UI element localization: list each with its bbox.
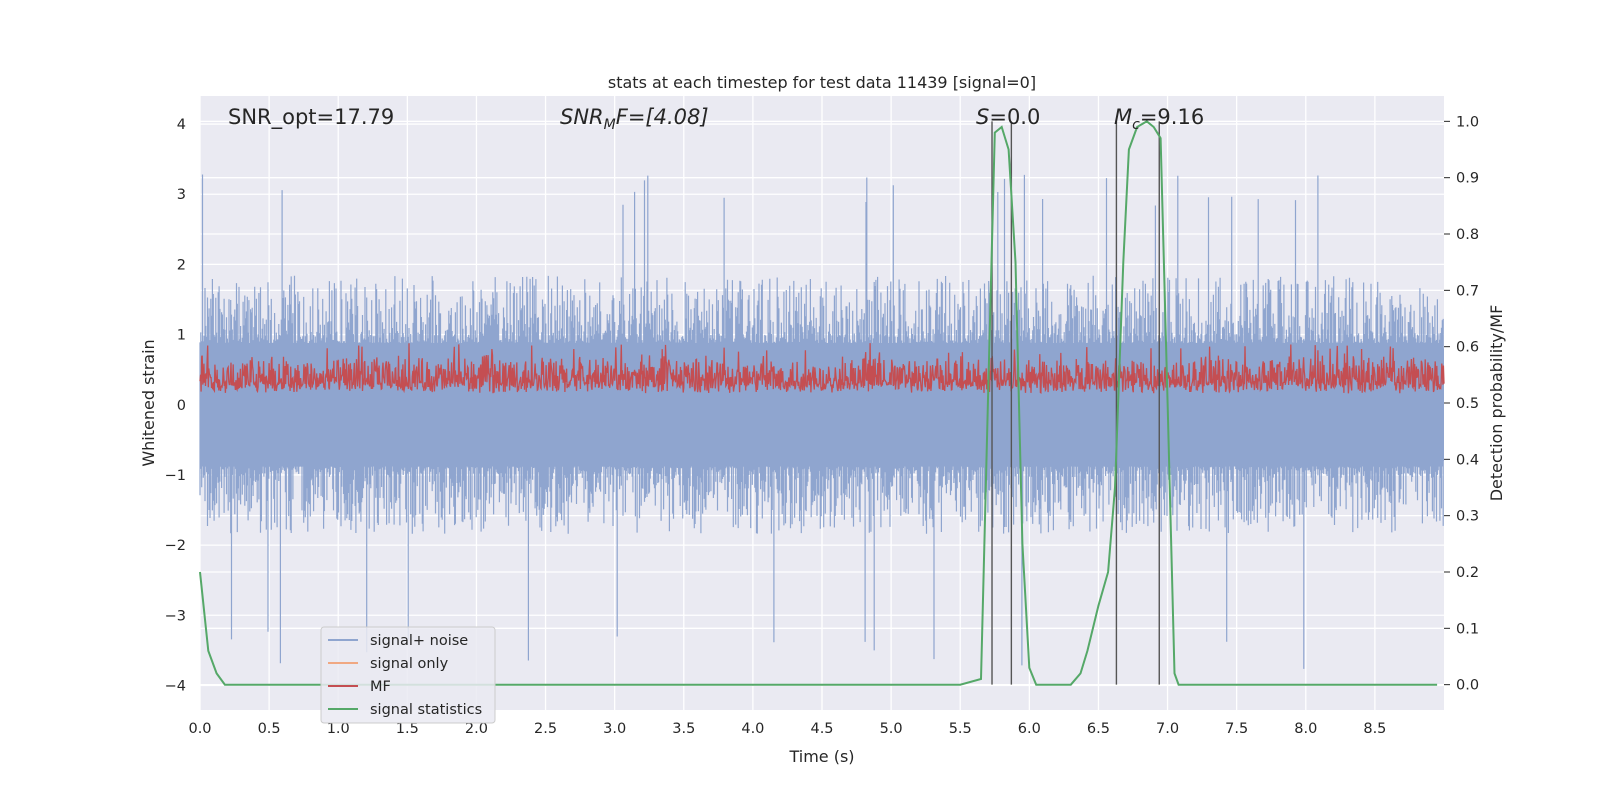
- chart-title: stats at each timestep for test data 114…: [608, 73, 1036, 92]
- mf-series: [199, 343, 1445, 394]
- legend-label-signal-noise: signal+ noise: [370, 633, 468, 649]
- x-tick-label: 3.0: [603, 721, 626, 737]
- y-right-tick-label: 0.8: [1456, 227, 1479, 243]
- y-right-tick-label: 0.2: [1456, 565, 1479, 581]
- signal-statistics-line: [199, 120, 1438, 686]
- y-right-tick-label: 1.0: [1456, 114, 1479, 130]
- mf-line: [199, 343, 1445, 394]
- y-right-tick-label: 0.0: [1456, 678, 1479, 694]
- x-tick-label: 7.0: [1156, 721, 1179, 737]
- annotation-snr-mf: SNRMF=[4.08]: [560, 105, 709, 133]
- x-tick-label: 6.5: [1087, 721, 1110, 737]
- x-tick-label: 3.5: [672, 721, 695, 737]
- y-left-tick-label: 3: [177, 187, 186, 203]
- annotation-mc: Mc=9.16: [1114, 105, 1204, 133]
- signal-statistics-series: [199, 120, 1438, 686]
- x-tick-label: 8.5: [1363, 721, 1386, 737]
- x-tick-label: 2.5: [534, 721, 557, 737]
- x-tick-label: 8.0: [1294, 721, 1317, 737]
- y-left-tick-label: 0: [177, 398, 186, 414]
- y-right-tick-label: 0.3: [1456, 509, 1479, 525]
- x-tick-label: 1.0: [327, 721, 350, 737]
- y-left-tick-label: 2: [177, 257, 186, 273]
- legend-label-mf: MF: [370, 679, 391, 695]
- y-left-tick-label: 4: [177, 117, 186, 133]
- y-right-axis-label: Detection probability/MF: [1487, 305, 1506, 502]
- y-right-tick-label: 0.4: [1456, 452, 1479, 468]
- y-left-tick-label: −4: [165, 678, 186, 694]
- x-tick-labels: 0.0 0.5 1.0 1.5 2.0 2.5 3.0 3.5 4.0 4.5 5.0 5.5 6.0 6…: [188, 721, 1386, 737]
- y-right-tick-label: 0.1: [1456, 621, 1479, 637]
- x-tick-label: 7.5: [1225, 721, 1248, 737]
- y-right-tick-label: 0.6: [1456, 340, 1479, 356]
- y-right-tick-labels: 1.0 0.9 0.8 0.7 0.6 0.5 0.4 0.3 0.2 0.1 0.0: [1444, 114, 1479, 694]
- legend: signal+ noise signal only MF signal stat…: [320, 626, 496, 724]
- x-tick-label: 6.0: [1018, 721, 1041, 737]
- x-axis-label: Time (s): [788, 747, 854, 766]
- y-left-axis-label: Whitened strain: [139, 339, 158, 466]
- legend-box: [320, 626, 496, 724]
- y-left-tick-label: −2: [165, 538, 186, 554]
- annotation-snr-opt: SNR_opt=17.79: [228, 105, 394, 130]
- x-tick-label: 5.0: [880, 721, 903, 737]
- x-tick-label: 4.0: [741, 721, 764, 737]
- y-right-tick-label: 0.7: [1456, 283, 1479, 299]
- y-left-tick-label: −1: [165, 468, 186, 484]
- x-tick-label: 0.0: [188, 721, 211, 737]
- x-tick-label: 1.5: [396, 721, 419, 737]
- annotation-s: S=0.0: [976, 105, 1040, 129]
- legend-label-signal-only: signal only: [370, 656, 449, 672]
- y-left-tick-label: −3: [165, 608, 186, 624]
- y-left-tick-label: 1: [177, 328, 186, 344]
- x-tick-label: 2.0: [465, 721, 488, 737]
- y-right-tick-label: 0.9: [1456, 171, 1479, 187]
- x-tick-label: 0.5: [258, 721, 281, 737]
- x-tick-label: 4.5: [810, 721, 833, 737]
- y-left-tick-labels: 4 3 2 1 0 −1 −2 −3 −4: [165, 117, 186, 694]
- legend-label-signal-statistics: signal statistics: [370, 702, 482, 718]
- y-right-tick-label: 0.5: [1456, 396, 1479, 412]
- x-tick-label: 5.5: [949, 721, 972, 737]
